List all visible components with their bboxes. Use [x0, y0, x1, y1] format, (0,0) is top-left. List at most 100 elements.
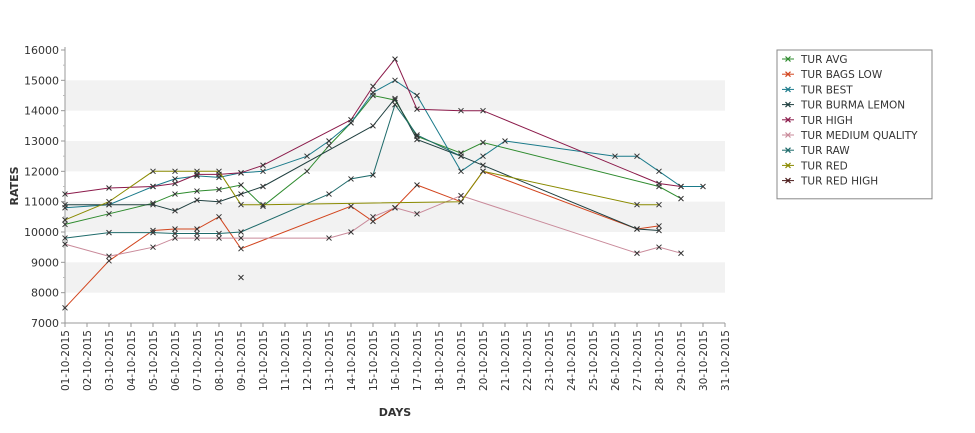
y-tick-label: 10000 [24, 226, 59, 239]
data-point [326, 138, 332, 144]
data-point [62, 235, 68, 241]
data-point [656, 227, 662, 234]
data-point [634, 153, 640, 160]
data-point [656, 244, 662, 251]
data-point [216, 230, 222, 237]
legend-item: TUR MEDIUM QUALITY [782, 130, 918, 142]
data-point [414, 106, 420, 113]
legend-marker [785, 132, 791, 138]
data-point [304, 168, 310, 175]
legend-marker [785, 177, 791, 184]
axes: 7000 8000 9000 10000 11000 12000 13000 14000 150… [24, 44, 732, 391]
legend-item: TUR BAGS LOW [782, 69, 883, 81]
data-point [172, 168, 178, 175]
data-point [480, 168, 486, 175]
data-point [172, 226, 178, 232]
data-point [612, 153, 618, 160]
data-point [348, 176, 354, 182]
data-point [216, 235, 222, 241]
data-point [62, 201, 68, 208]
data-point [150, 168, 156, 175]
series-tur-medium-quality [62, 192, 684, 260]
data-point [370, 89, 376, 96]
data-point [260, 162, 266, 169]
x-tick-label: 08-10-2015 [214, 330, 226, 391]
data-point [392, 77, 398, 84]
legend-marker [785, 116, 791, 123]
data-point [216, 168, 222, 175]
series-tur-burma-lemon [62, 95, 662, 234]
data-point [194, 168, 200, 175]
series-line [64, 94, 682, 225]
data-point [238, 229, 244, 235]
series-tur-high [62, 56, 684, 197]
data-point [194, 226, 200, 232]
x-tick-label: 18-10-2015 [434, 330, 446, 391]
series-line [64, 79, 703, 209]
data-point [502, 138, 508, 144]
series-line [64, 58, 682, 195]
x-tick-label: 15-10-2015 [368, 330, 380, 391]
legend-item: TUR RED [782, 160, 848, 172]
data-point [304, 153, 310, 160]
data-point [150, 201, 156, 208]
data-point [480, 153, 486, 160]
data-point [678, 195, 684, 202]
y-tick-label: 16000 [24, 44, 59, 57]
data-point [194, 230, 200, 237]
legend-label: TUR BURMA LEMON [800, 100, 905, 112]
data-point [106, 253, 112, 260]
data-point [62, 221, 68, 228]
legend-item: TUR BEST [782, 84, 853, 96]
data-point [106, 198, 112, 205]
data-point [458, 153, 464, 160]
data-point [326, 142, 332, 149]
legend-marker [785, 71, 791, 78]
legend-item: TUR BURMA LEMON [782, 100, 905, 112]
data-point [370, 172, 376, 178]
data-point [634, 250, 640, 257]
data-point [172, 207, 178, 214]
data-point [480, 162, 486, 169]
data-point [260, 201, 266, 208]
x-tick-label: 31-10-2015 [720, 330, 732, 391]
x-tick-label: 09-10-2015 [236, 330, 248, 391]
data-point [656, 223, 662, 229]
data-point [480, 139, 486, 146]
data-point [238, 235, 244, 241]
x-tick-label: 21-10-2015 [500, 330, 512, 391]
data-point [458, 198, 464, 205]
grid-band [65, 201, 725, 232]
data-point [194, 188, 200, 194]
x-tick-label: 03-10-2015 [104, 330, 116, 391]
x-tick-label: 13-10-2015 [324, 330, 336, 391]
data-point [62, 191, 68, 197]
series-tur-red-high [238, 274, 244, 281]
data-point [700, 183, 706, 190]
x-tick-label: 27-10-2015 [632, 330, 644, 391]
data-point [260, 168, 266, 175]
legend-item: TUR HIGH [782, 115, 853, 127]
data-point [216, 186, 222, 193]
legend-item: TUR AVG [782, 54, 848, 66]
x-tick-label: 10-10-2015 [258, 330, 270, 391]
data-point [326, 191, 332, 197]
data-point [238, 169, 244, 176]
x-tick-label: 07-10-2015 [192, 330, 204, 391]
data-point [458, 107, 464, 114]
grid-bands [65, 80, 725, 293]
data-point [238, 201, 244, 208]
legend-marker [785, 86, 791, 93]
x-tick-label: 25-10-2015 [588, 330, 600, 391]
legend: TUR AVG TUR BAGS LOW TUR BEST TUR BURMA LEM… [776, 49, 933, 200]
data-point [194, 235, 200, 241]
x-tick-label: 04-10-2015 [126, 330, 138, 391]
data-point [106, 229, 112, 236]
x-tick-label: 14-10-2015 [346, 330, 358, 391]
legend-label: TUR RED [800, 160, 848, 172]
data-point [260, 183, 266, 190]
x-tick-label: 16-10-2015 [390, 330, 402, 391]
series-line [64, 170, 659, 221]
data-point [414, 136, 420, 143]
data-point [216, 198, 222, 205]
